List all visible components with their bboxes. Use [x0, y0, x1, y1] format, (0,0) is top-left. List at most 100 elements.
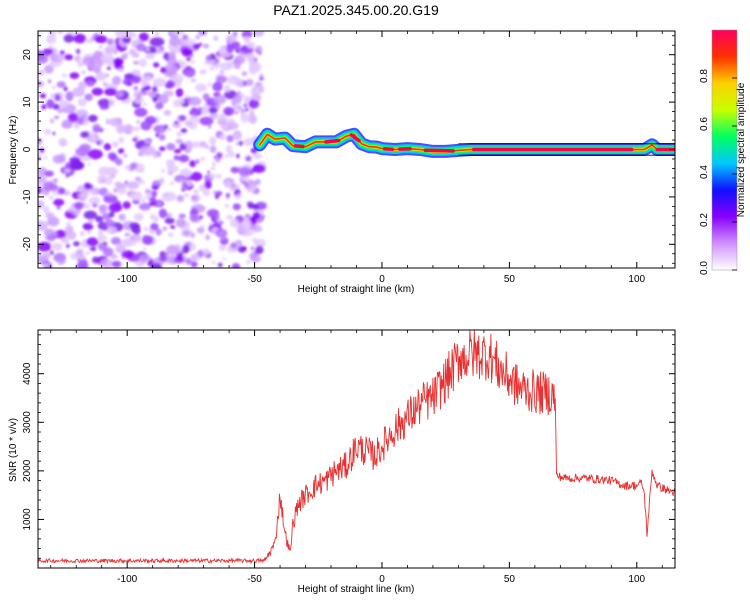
noise-blob: [118, 68, 125, 72]
noise-blob: [111, 254, 118, 259]
noise-blob: [76, 254, 85, 260]
noise-blob: [170, 27, 179, 36]
snr-x-tick-label: 50: [504, 574, 516, 585]
noise-blob: [90, 189, 96, 195]
noise-blob: [181, 128, 188, 133]
noise-blob: [123, 52, 128, 56]
noise-blob: [119, 137, 124, 144]
noise-blob: [86, 237, 98, 246]
noise-blob: [243, 81, 247, 86]
noise-blob: [74, 55, 81, 62]
noise-blob: [191, 233, 195, 239]
noise-blob: [100, 259, 113, 268]
noise-blob: [100, 179, 106, 183]
noise-blob: [239, 141, 243, 146]
noise-blob: [216, 174, 222, 178]
noise-blob: [113, 58, 124, 65]
noise-blob: [235, 111, 238, 114]
noise-blob: [52, 86, 56, 90]
noise-blob: [109, 98, 113, 102]
noise-blob: [214, 95, 226, 105]
noise-blob: [92, 124, 101, 133]
noise-blob: [123, 78, 132, 85]
noise-blob: [145, 189, 151, 194]
noise-blob: [88, 163, 91, 166]
noise-blob: [190, 60, 195, 64]
noise-blob: [48, 79, 51, 83]
noise-blob: [192, 141, 200, 147]
noise-blob: [152, 86, 157, 92]
noise-blob: [260, 210, 265, 215]
noise-blob: [208, 171, 211, 174]
noise-blob: [67, 231, 77, 240]
noise-blob: [230, 243, 237, 249]
noise-blob: [233, 130, 242, 140]
noise-blob: [98, 230, 104, 236]
noise-blob: [105, 192, 109, 195]
noise-blob: [215, 229, 227, 238]
noise-blob: [118, 214, 125, 221]
noise-blob: [228, 151, 235, 157]
noise-blob: [93, 67, 101, 73]
noise-blob: [242, 71, 248, 76]
noise-blob: [52, 132, 55, 135]
noise-blob: [190, 116, 197, 122]
noise-blob: [241, 94, 245, 98]
noise-blob: [150, 37, 165, 46]
noise-blob: [50, 118, 55, 123]
noise-blob: [199, 69, 206, 74]
noise-blob: [35, 175, 47, 183]
noise-blob: [182, 34, 188, 39]
noise-blob: [225, 155, 228, 158]
noise-blob: [40, 148, 45, 153]
noise-blob: [178, 155, 189, 163]
noise-blob: [33, 80, 44, 87]
noise-blob: [240, 113, 249, 123]
noise-blob: [117, 185, 127, 195]
noise-blob: [209, 107, 218, 114]
colorbar: 0.00.20.40.60.8 Normalized spectral ampl…: [699, 30, 747, 275]
noise-blob: [133, 61, 139, 65]
noise-blob: [235, 55, 245, 65]
spectrogram-y-tick-label: -10: [22, 189, 33, 204]
noise-blob: [199, 215, 203, 219]
noise-blob: [75, 147, 88, 156]
noise-blob: [139, 180, 145, 184]
noise-blob: [193, 43, 200, 49]
noise-blob: [255, 246, 263, 255]
noise-blob: [109, 102, 114, 106]
noise-blob: [216, 152, 223, 158]
snr-x-tick-label: 100: [628, 574, 645, 585]
noise-blob: [49, 45, 53, 49]
noise-blob: [58, 259, 66, 264]
noise-blob: [45, 212, 54, 218]
noise-blob: [153, 96, 158, 102]
noise-blob: [259, 74, 264, 77]
noise-blob: [88, 149, 103, 159]
noise-blob: [178, 115, 186, 121]
noise-blob: [150, 223, 158, 230]
noise-blob: [230, 219, 240, 227]
noise-blob: [74, 124, 80, 129]
noise-blob: [186, 57, 191, 61]
noise-blob: [227, 40, 231, 44]
noise-blob: [189, 160, 196, 167]
noise-blob: [144, 75, 152, 81]
noise-blob: [233, 203, 241, 210]
snr-y-tick-label: 4000: [22, 362, 33, 385]
noise-blob: [86, 39, 93, 44]
noise-blob: [243, 138, 254, 146]
noise-blob: [123, 220, 128, 224]
noise-blob: [251, 247, 255, 251]
noise-blob: [183, 245, 190, 254]
noise-blob: [137, 252, 139, 255]
spectrogram-x-tick-label: 50: [504, 274, 516, 285]
noise-blob: [41, 104, 46, 109]
noise-blob: [168, 213, 172, 218]
noise-blob: [188, 97, 202, 106]
noise-blob: [190, 215, 199, 222]
noise-blob: [252, 238, 257, 244]
noise-blob: [206, 55, 213, 61]
noise-blob: [168, 165, 179, 172]
noise-blob: [174, 121, 179, 125]
